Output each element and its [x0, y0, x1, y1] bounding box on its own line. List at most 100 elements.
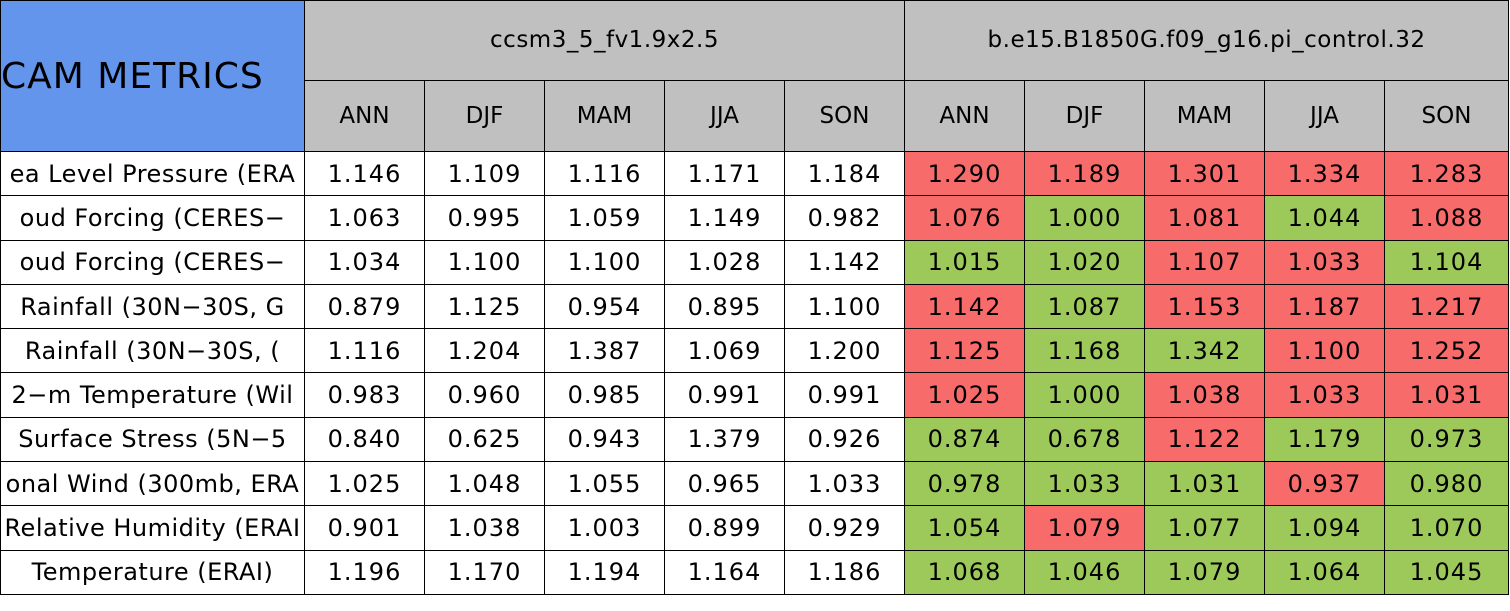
data-row: Temperature (ERAI) 1.196 1.170 1.194 1.164 1.… — [0, 549, 1510, 595]
metric-cell: 1.142 — [784, 239, 905, 285]
metric-cell: 1.146 — [304, 150, 425, 197]
metric-cell: 1.088 — [1383, 195, 1510, 241]
data-row: 2−m Temperature (Wil 0.983 0.960 0.985 0.991… — [0, 372, 1510, 418]
metric-cell: 0.978 — [904, 461, 1025, 507]
metric-cell: 1.334 — [1264, 150, 1385, 197]
metric-cell: 0.960 — [424, 372, 545, 418]
metric-cell: 1.164 — [664, 549, 785, 595]
metric-cell: 1.194 — [544, 549, 665, 595]
header-row: CAM METRICS ccsm3_5_fv1.9x2.5 b.e15.B1850… — [0, 0, 1510, 152]
metric-cell: 1.038 — [424, 505, 545, 551]
metric-cell: 1.342 — [1144, 328, 1265, 374]
row-label: oud Forcing (CERES− — [19, 203, 286, 232]
metric-cell: 1.033 — [1264, 372, 1385, 418]
season-header: JJA — [1264, 79, 1385, 153]
data-row: Rainfall (30N−30S, G 0.879 1.125 0.954 0.895… — [0, 283, 1510, 330]
metric-cell: 1.149 — [664, 195, 785, 241]
metric-cell: 1.290 — [904, 150, 1025, 197]
metric-cell: 0.983 — [304, 372, 425, 418]
metric-cell: 1.076 — [904, 195, 1025, 241]
metric-cell: 1.100 — [1264, 328, 1385, 374]
metric-cell: 1.107 — [1144, 239, 1265, 285]
metric-cell: 1.189 — [1024, 150, 1145, 197]
metric-cell: 1.170 — [424, 549, 545, 595]
metric-cell: 0.840 — [304, 416, 425, 463]
metric-cell: 1.025 — [904, 372, 1025, 418]
metric-cell: 1.064 — [1264, 549, 1385, 595]
metric-cell: 1.109 — [424, 150, 545, 197]
metric-cell: 1.003 — [544, 505, 665, 551]
metric-cell: 1.069 — [664, 328, 785, 374]
metric-cell: 1.104 — [1383, 239, 1510, 285]
data-row: Rainfall (30N−30S, (1.116 1.204 1.387 1.069… — [0, 328, 1510, 374]
metric-cell: 1.100 — [424, 239, 545, 285]
metric-cell: 0.895 — [664, 283, 785, 330]
row-label: Surface Stress (5N−5 — [18, 425, 287, 454]
metric-cell: 1.048 — [424, 461, 545, 507]
metric-cell: 1.100 — [544, 239, 665, 285]
metric-cell: 0.926 — [784, 416, 905, 463]
data-row: Relative Humidity (ERAI 0.901 1.038 1.003 0.… — [0, 505, 1510, 551]
metric-cell: 1.100 — [784, 283, 905, 330]
table-header: CAM METRICS ccsm3_5_fv1.9x2.5 b.e15.B1850… — [0, 0, 1510, 153]
metric-cell: 1.034 — [304, 239, 425, 285]
row-label: onal Wind (300mb, ERA — [5, 469, 300, 498]
season-header: MAM — [1144, 79, 1265, 153]
metric-cell: 1.387 — [544, 328, 665, 374]
row-label-cell: Rainfall (30N−30S, G — [0, 283, 305, 330]
metric-cell: 1.087 — [1024, 283, 1145, 330]
metric-cell: 0.982 — [784, 195, 905, 241]
metric-cell: 1.054 — [904, 505, 1025, 551]
metric-cell: 1.068 — [904, 549, 1025, 595]
metric-cell: 1.055 — [544, 461, 665, 507]
group-header: ccsm3_5_fv1.9x2.5 — [304, 0, 905, 81]
metric-cell: 0.991 — [664, 372, 785, 418]
metric-cell: 1.031 — [1383, 372, 1510, 418]
metric-cell: 1.000 — [1024, 195, 1145, 241]
metric-cell: 1.079 — [1024, 505, 1145, 551]
row-label-cell: onal Wind (300mb, ERA — [0, 461, 305, 507]
metric-cell: 1.187 — [1264, 283, 1385, 330]
metric-cell: 1.059 — [544, 195, 665, 241]
metric-cell: 0.625 — [424, 416, 545, 463]
metric-cell: 1.020 — [1024, 239, 1145, 285]
metric-cell: 0.937 — [1264, 461, 1385, 507]
season-header: DJF — [424, 79, 545, 153]
metric-cell: 0.678 — [1024, 416, 1145, 463]
metric-cell: 1.122 — [1144, 416, 1265, 463]
header-row: ANN DJF MAM JJA SON ANN DJF MAM JJA SON — [1, 79, 1510, 153]
metric-cell: 1.125 — [904, 328, 1025, 374]
row-label: Rainfall (30N−30S, G — [20, 292, 285, 321]
metric-cell: 0.901 — [304, 505, 425, 551]
metric-cell: 1.079 — [1144, 549, 1265, 595]
metric-cell: 1.038 — [1144, 372, 1265, 418]
season-header: DJF — [1024, 79, 1145, 153]
data-row: ea Level Pressure (ERA 1.146 1.109 1.116 1.1… — [0, 150, 1510, 197]
metric-cell: 1.045 — [1383, 549, 1510, 595]
season-header: MAM — [544, 79, 665, 153]
metric-cell: 1.033 — [1264, 239, 1385, 285]
season-header: JJA — [664, 79, 785, 153]
metric-cell: 1.025 — [304, 461, 425, 507]
metric-cell: 1.153 — [1144, 283, 1265, 330]
metric-cell: 1.077 — [1144, 505, 1265, 551]
metric-cell: 0.973 — [1383, 416, 1510, 463]
metric-cell: 1.179 — [1264, 416, 1385, 463]
metric-cell: 1.028 — [664, 239, 785, 285]
metric-cell: 0.980 — [1383, 461, 1510, 507]
metric-cell: 1.063 — [304, 195, 425, 241]
data-row: oud Forcing (CERES− 1.034 1.100 1.100 1.028 1… — [0, 239, 1510, 285]
season-header: SON — [1383, 79, 1510, 153]
metric-cell: 0.879 — [304, 283, 425, 330]
data-row: oud Forcing (CERES− 1.063 0.995 1.059 1.149 0… — [0, 195, 1510, 241]
metric-cell: 1.015 — [904, 239, 1025, 285]
row-label: oud Forcing (CERES− — [19, 248, 286, 277]
metric-cell: 1.196 — [304, 549, 425, 595]
metric-cell: 0.943 — [544, 416, 665, 463]
metric-cell: 0.991 — [784, 372, 905, 418]
metric-cell: 1.200 — [784, 328, 905, 374]
metric-cell: 1.184 — [784, 150, 905, 197]
row-label-cell: Rainfall (30N−30S, ( — [0, 328, 305, 374]
row-label: Relative Humidity (ERAI — [4, 514, 301, 543]
